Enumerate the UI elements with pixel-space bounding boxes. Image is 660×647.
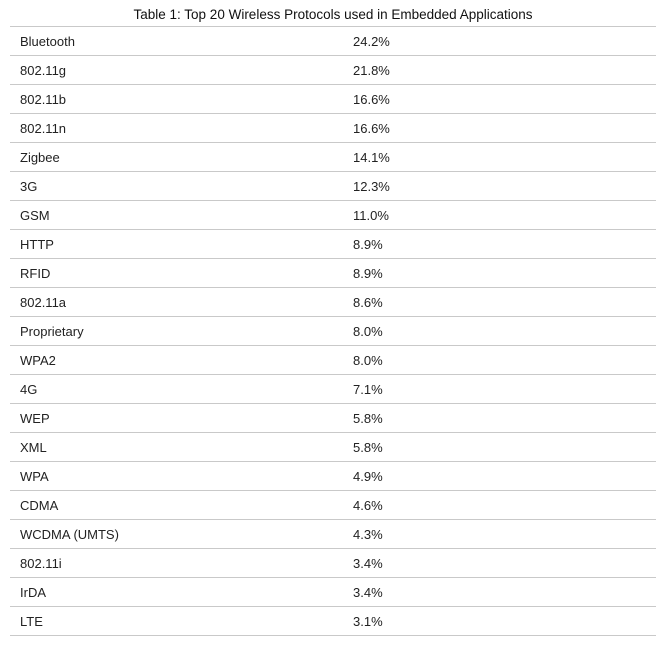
- share-cell: 3.1%: [353, 614, 383, 629]
- table-row: 802.11b 16.6%: [10, 85, 656, 114]
- share-cell: 8.9%: [353, 266, 383, 281]
- protocol-cell: Proprietary: [20, 324, 84, 339]
- protocol-cell: HTTP: [20, 237, 54, 252]
- share-cell: 16.6%: [353, 121, 390, 136]
- protocol-cell: 802.11a: [20, 295, 67, 310]
- table-row: Proprietary 8.0%: [10, 317, 656, 346]
- protocol-cell: IrDA: [20, 585, 46, 600]
- protocol-cell: LTE: [20, 614, 43, 629]
- table-row: WPA 4.9%: [10, 462, 656, 491]
- protocol-cell: WPA: [20, 469, 49, 484]
- share-cell: 3.4%: [353, 556, 383, 571]
- protocol-cell: 4G: [20, 382, 38, 397]
- share-cell: 24.2%: [353, 34, 390, 49]
- share-cell: 8.0%: [353, 324, 383, 339]
- protocol-cell: 3G: [20, 179, 38, 194]
- protocol-cell: 802.11i: [20, 556, 62, 571]
- share-cell: 8.0%: [353, 353, 383, 368]
- table-row: 802.11i 3.4%: [10, 549, 656, 578]
- table-row: WEP 5.8%: [10, 404, 656, 433]
- share-cell: 3.4%: [353, 585, 383, 600]
- table-row: LTE 3.1%: [10, 607, 656, 636]
- share-cell: 5.8%: [353, 411, 383, 426]
- share-cell: 4.6%: [353, 498, 383, 513]
- table-row: WCDMA (UMTS) 4.3%: [10, 520, 656, 549]
- share-cell: 11.0%: [353, 208, 389, 223]
- share-cell: 4.3%: [353, 527, 383, 542]
- table-row: Zigbee 14.1%: [10, 143, 656, 172]
- protocol-cell: GSM: [20, 208, 50, 223]
- share-cell: 21.8%: [353, 63, 390, 78]
- share-cell: 8.9%: [353, 237, 383, 252]
- share-cell: 12.3%: [353, 179, 390, 194]
- table-row: 802.11a 8.6%: [10, 288, 656, 317]
- protocol-cell: RFID: [20, 266, 51, 281]
- table-row: XML 5.8%: [10, 433, 656, 462]
- share-cell: 8.6%: [353, 295, 383, 310]
- protocol-cell: CDMA: [20, 498, 59, 513]
- share-cell: 14.1%: [353, 150, 390, 165]
- table-row: CDMA 4.6%: [10, 491, 656, 520]
- table-row: GSM 11.0%: [10, 201, 656, 230]
- protocol-cell: WCDMA (UMTS): [20, 527, 119, 542]
- protocol-cell: Bluetooth: [20, 34, 75, 49]
- table-row: RFID 8.9%: [10, 259, 656, 288]
- protocol-cell: XML: [20, 440, 47, 455]
- share-cell: 5.8%: [353, 440, 383, 455]
- table-row: 802.11g 21.8%: [10, 56, 656, 85]
- protocol-cell: WPA2: [20, 353, 56, 368]
- share-cell: 7.1%: [353, 382, 383, 397]
- table-caption: Table 1: Top 20 Wireless Protocols used …: [133, 7, 533, 22]
- table-row: IrDA 3.4%: [10, 578, 656, 607]
- table-row: HTTP 8.9%: [10, 230, 656, 259]
- table-row: 3G 12.3%: [10, 172, 656, 201]
- protocol-cell: WEP: [20, 411, 50, 426]
- protocol-cell: 802.11g: [20, 63, 67, 78]
- share-cell: 4.9%: [353, 469, 383, 484]
- table-row: 802.11n 16.6%: [10, 114, 656, 143]
- table-row: WPA2 8.0%: [10, 346, 656, 375]
- protocol-table: Bluetooth 24.2% 802.11g 21.8% 802.11b 16…: [10, 26, 656, 636]
- protocol-cell: 802.11n: [20, 121, 67, 136]
- table-row: 4G 7.1%: [10, 375, 656, 404]
- table-row: Bluetooth 24.2%: [10, 27, 656, 56]
- protocol-cell: Zigbee: [20, 150, 60, 165]
- share-cell: 16.6%: [353, 92, 390, 107]
- protocol-cell: 802.11b: [20, 92, 67, 107]
